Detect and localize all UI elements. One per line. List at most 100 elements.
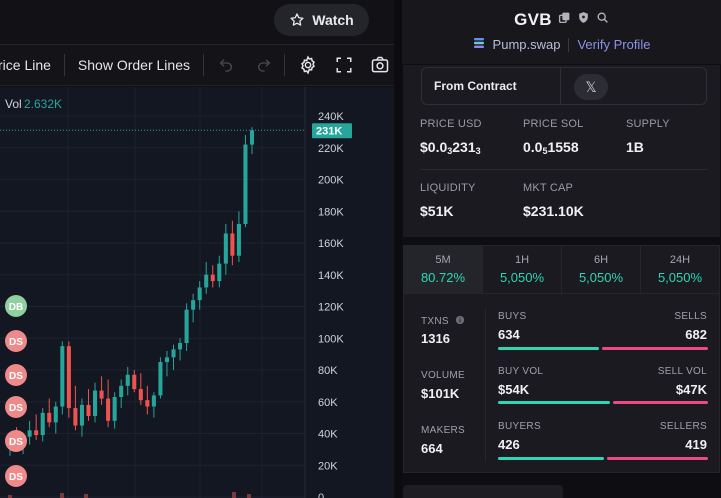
mkt-cap-metric: MKT CAP $231.10K xyxy=(523,182,584,219)
star-icon xyxy=(290,13,304,26)
y-tick-label: 180K xyxy=(318,206,344,218)
tab-5m[interactable]: 5M 80.72% xyxy=(404,246,482,293)
settings-icon[interactable] xyxy=(298,55,318,75)
tab-6h[interactable]: 6H 5,050% xyxy=(561,246,640,293)
volume-bar xyxy=(247,494,251,498)
y-tick-label: 60K xyxy=(318,397,338,409)
candle-body xyxy=(197,287,202,301)
candle-body xyxy=(40,412,45,436)
price-chart[interactable]: 240K 220K 200K 180K 160K 140K 120K 100K 80K 60K 40… xyxy=(0,87,394,498)
sellers-value: 419 xyxy=(685,437,707,452)
x-social-icon[interactable]: 𝕏 xyxy=(574,74,608,100)
candle-body xyxy=(47,412,52,423)
chart-toolbar: rice Line Show Order Lines xyxy=(0,44,394,86)
price-usd-metric: PRICE USD $0.032313 xyxy=(420,118,482,156)
price-line-toggle[interactable]: rice Line xyxy=(0,57,51,73)
volume-bar xyxy=(8,495,12,498)
candle-body xyxy=(66,346,71,409)
header-divider xyxy=(568,37,570,52)
y-tick-label: 20K xyxy=(318,460,338,472)
trading-stats-card: 5M 80.72% 1H 5,050% 6H 5,050% 24H 5,050%… xyxy=(403,245,720,473)
y-tick-label: 100K xyxy=(318,333,344,345)
trade-marker xyxy=(5,330,27,352)
supply-value: 1B xyxy=(626,139,644,155)
price-usd-label: PRICE USD xyxy=(420,118,482,130)
buyers-value: 426 xyxy=(498,437,520,452)
metrics-divider xyxy=(420,169,708,170)
dex-name[interactable]: Pump.swap xyxy=(492,37,561,52)
sells-label: SELLS xyxy=(674,311,707,322)
token-header: GVB Pump.swap Verify Profile xyxy=(402,0,721,64)
liquidity-metric: LIQUIDITY $51K xyxy=(420,182,476,219)
trade-marker-label: DS xyxy=(9,472,23,483)
candle-body xyxy=(243,144,248,224)
candle-body xyxy=(53,406,58,423)
candle-body xyxy=(249,130,255,145)
copy-icon[interactable] xyxy=(558,11,571,29)
sell-vol-ratio-bar xyxy=(613,401,708,404)
volume-legend-value: 2.632K xyxy=(24,97,62,111)
sells-value: 682 xyxy=(685,327,707,342)
volume-bar xyxy=(232,492,236,498)
makers-value: 664 xyxy=(421,441,443,456)
mkt-cap-value: $231.10K xyxy=(523,203,584,219)
camera-icon[interactable] xyxy=(370,55,390,75)
fullscreen-icon[interactable] xyxy=(335,56,353,74)
trade-marker xyxy=(5,295,27,317)
trade-marker xyxy=(5,465,27,487)
price-sol-value: 0.051558 xyxy=(523,139,579,156)
price-sol-metric: PRICE SOL 0.051558 xyxy=(523,118,584,156)
candle-body xyxy=(73,408,78,426)
liquidity-value: $51K xyxy=(420,203,454,219)
supply-label: SUPPLY xyxy=(626,118,670,130)
bottom-tab[interactable] xyxy=(403,485,563,498)
candle-body xyxy=(223,233,228,264)
search-icon[interactable] xyxy=(596,11,609,29)
y-tick-label: 140K xyxy=(318,270,344,282)
liquidity-label: LIQUIDITY xyxy=(420,182,476,194)
candle-body xyxy=(86,404,91,417)
contract-links: From Contract 𝕏 xyxy=(421,67,707,105)
watch-button[interactable]: Watch xyxy=(274,4,369,36)
panel-divider[interactable] xyxy=(394,0,402,498)
tab-24h[interactable]: 24H 5,050% xyxy=(640,246,719,293)
trade-marker xyxy=(5,364,27,386)
candle-body xyxy=(92,390,98,417)
undo-icon[interactable] xyxy=(218,57,234,73)
from-contract-button[interactable]: From Contract xyxy=(422,68,561,104)
sellers-ratio-bar xyxy=(607,457,708,460)
candle-body xyxy=(164,357,170,363)
timeframe-tabs: 5M 80.72% 1H 5,050% 6H 5,050% 24H 5,050% xyxy=(404,246,719,294)
buy-vol-ratio-bar xyxy=(498,401,610,404)
toolbar-divider xyxy=(63,54,65,76)
buy-vol-value: $54K xyxy=(498,382,530,397)
price-sol-label: PRICE SOL xyxy=(523,118,584,130)
current-price-tag xyxy=(312,123,352,139)
volume-label: VOLUME xyxy=(421,370,466,381)
candlestick-chart[interactable]: 240K 220K 200K 180K 160K 140K 120K 100K 80K 60K 40… xyxy=(0,87,394,498)
buys-label: BUYS xyxy=(498,311,527,322)
candle-body xyxy=(210,274,215,282)
mkt-cap-label: MKT CAP xyxy=(523,182,574,194)
redo-icon[interactable] xyxy=(256,57,272,73)
price-usd-value: $0.032313 xyxy=(420,139,481,156)
show-order-lines-toggle[interactable]: Show Order Lines xyxy=(77,57,190,73)
y-tick-label: 80K xyxy=(318,365,338,377)
info-icon[interactable] xyxy=(455,315,465,325)
shield-icon[interactable] xyxy=(577,11,590,29)
candle-body xyxy=(178,343,183,350)
candle-body xyxy=(217,263,222,282)
supply-metric: SUPPLY 1B xyxy=(626,118,670,155)
volume-legend-label: Vol xyxy=(5,97,22,111)
makers-label: MAKERS xyxy=(421,425,466,436)
tab-1h[interactable]: 1H 5,050% xyxy=(482,246,561,293)
candle-body xyxy=(119,385,124,397)
candle-body xyxy=(184,309,189,344)
trade-marker xyxy=(5,430,27,452)
verify-profile-link[interactable]: Verify Profile xyxy=(577,37,651,52)
candle-body xyxy=(99,390,104,399)
trade-marker-label: DB xyxy=(9,302,23,313)
buyers-ratio-bar xyxy=(498,457,604,460)
candle-body xyxy=(145,400,150,407)
sellers-label: SELLERS xyxy=(659,421,707,432)
